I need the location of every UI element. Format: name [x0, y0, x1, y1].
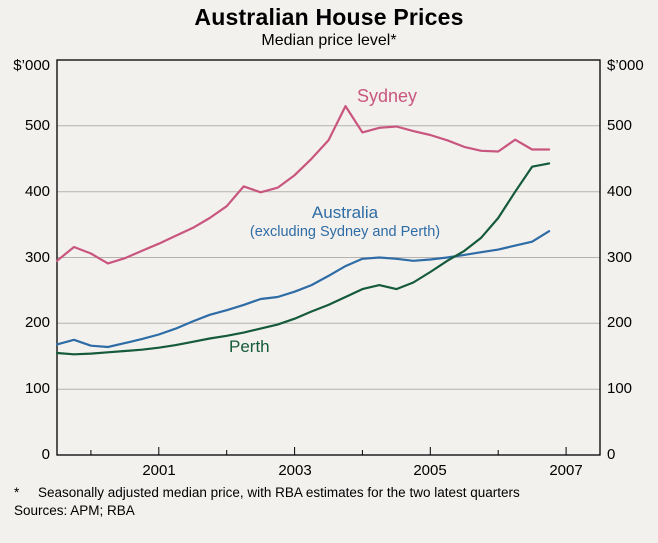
x-tick-label: 2003 — [278, 462, 312, 479]
y-tick-label-right: 300 — [607, 249, 633, 266]
series-line-1 — [55, 230, 551, 349]
y-tick-label-left: 500 — [24, 117, 50, 134]
x-tick-label: 2007 — [549, 462, 583, 479]
series-line-2 — [55, 162, 551, 356]
y-tick-label-left: 300 — [24, 249, 50, 266]
x-tick-label: 2005 — [413, 462, 447, 479]
footnote-text: Seasonally adjusted median price, with R… — [38, 485, 520, 500]
y-tick-label-left: 200 — [24, 314, 50, 331]
y-tick-label-right: 400 — [607, 183, 633, 200]
y-tick-label-right: 0 — [607, 446, 616, 463]
x-tick-label: 2001 — [142, 462, 176, 479]
footnote-marker: * — [14, 485, 20, 500]
series-label-australia-line1: Australia — [311, 203, 379, 222]
footnote-sources: Sources: APM; RBA — [14, 503, 135, 519]
footnote-block: * Seasonally adjusted median price, with… — [14, 484, 634, 520]
y-tick-label-right: 500 — [607, 117, 633, 134]
y-tick-label-left: 400 — [24, 183, 50, 200]
footnote-line: * Seasonally adjusted median price, with… — [14, 484, 634, 501]
series-label-australia-line2: (excluding Sydney and Perth) — [249, 224, 441, 240]
y-tick-label-right: 100 — [607, 380, 633, 397]
series-label-perth: Perth — [229, 337, 270, 356]
chart-subtitle: Median price level* — [261, 32, 397, 49]
y-axis-unit-left: $’000 — [13, 57, 50, 74]
y-axis-unit-right: $’000 — [607, 57, 644, 74]
plot-frame — [56, 59, 601, 456]
series-line-0 — [55, 104, 551, 265]
y-tick-label-right: 200 — [607, 314, 633, 331]
series-label-australia: Australia (excluding Sydney and Perth) — [208, 203, 482, 241]
series-label-sydney: Sydney — [357, 86, 418, 106]
chart-title: Australian House Prices — [194, 4, 464, 30]
y-tick-label-left: 0 — [41, 446, 50, 463]
y-tick-label-left: 100 — [24, 380, 50, 397]
